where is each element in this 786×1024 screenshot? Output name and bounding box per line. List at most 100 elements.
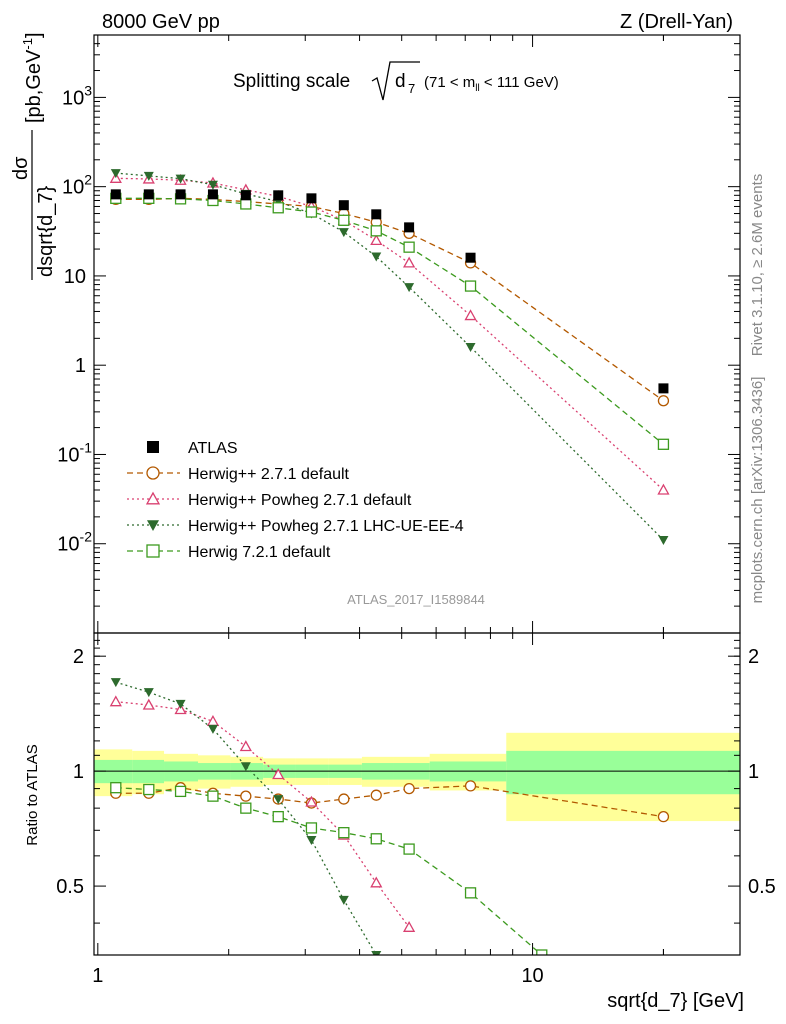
legend-marker — [146, 544, 160, 558]
data-point — [143, 783, 155, 796]
data-point — [465, 252, 476, 263]
data-point — [306, 836, 317, 846]
legend-item: Herwig++ Powheg 2.7.1 default — [127, 491, 412, 509]
ratio-series-group — [109, 678, 670, 955]
series-line — [115, 197, 664, 402]
x-tick-label: 1 — [92, 965, 103, 987]
data-point — [464, 309, 477, 321]
data-point — [206, 715, 220, 727]
data-point — [465, 342, 476, 352]
data-point — [142, 698, 155, 710]
ylabel-denominator: dsqrt{d_7} — [35, 185, 57, 277]
data-point — [273, 795, 284, 805]
legend-marker — [147, 520, 159, 531]
analysis-watermark: ATLAS_2017_I1589844 — [347, 592, 485, 607]
data-point — [370, 833, 382, 845]
legend-item: Herwig++ 2.7.1 default — [127, 466, 350, 483]
data-point — [240, 790, 252, 802]
data-point — [175, 174, 186, 184]
data-point — [371, 209, 382, 220]
header-right: Z (Drell-Yan) — [620, 11, 733, 33]
title-sqrt-var: d — [395, 71, 406, 92]
legend-marker — [145, 491, 161, 505]
data-point — [305, 206, 318, 218]
data-point — [404, 283, 415, 293]
title-main: Splitting scale — [233, 71, 350, 92]
main-series-group — [109, 169, 670, 546]
ratio-ylabel: Ratio to ATLAS — [24, 744, 41, 845]
legend-item: ATLAS — [147, 440, 238, 457]
data-point — [338, 200, 349, 211]
data-point — [370, 789, 382, 801]
data-point — [657, 483, 670, 495]
data-point — [110, 169, 121, 179]
data-point — [143, 171, 154, 181]
data-point — [370, 876, 383, 888]
data-point — [207, 180, 218, 190]
data-point — [338, 228, 349, 238]
legend-label: Herwig++ Powheg 2.7.1 LHC-UE-EE-4 — [188, 518, 464, 535]
data-point — [402, 920, 416, 932]
data-point — [305, 822, 318, 834]
series-line — [115, 197, 664, 445]
legend-label: Herwig++ 2.7.1 default — [188, 466, 350, 483]
y-tick-label: 1 — [75, 355, 86, 377]
data-point — [273, 190, 284, 201]
data-point — [464, 780, 477, 792]
legend-marker — [147, 441, 159, 453]
data-point — [657, 395, 670, 407]
data-point — [174, 785, 187, 798]
data-point — [370, 225, 382, 237]
ylabel-units: [pb,GeV-1] — [20, 32, 45, 123]
data-point — [240, 198, 252, 210]
legend-label: Herwig++ Powheg 2.7.1 default — [188, 492, 412, 509]
ratio-y-tick-label: 0.5 — [56, 876, 84, 898]
legend: ATLAS Herwig++ 2.7.1 default Herwig++ Powh… — [127, 440, 464, 561]
data-point — [371, 252, 382, 262]
legend-item: Herwig 7.2.1 default — [127, 544, 331, 561]
data-point — [403, 241, 415, 253]
series-line — [115, 172, 664, 541]
header-left: 8000 GeV pp — [102, 11, 220, 33]
data-point — [658, 383, 669, 394]
data-point — [403, 843, 415, 855]
data-point — [464, 887, 477, 899]
sqrt-symbol-icon — [371, 61, 420, 101]
data-point — [272, 768, 285, 780]
y-tick-label: 10-1 — [57, 439, 92, 466]
data-point — [239, 740, 252, 752]
data-point — [207, 724, 218, 734]
y-tick-label: 10-2 — [57, 529, 92, 556]
series-line — [115, 787, 543, 955]
data-point — [536, 949, 548, 955]
ratio-y-tick-label: 1 — [73, 761, 84, 783]
y-tick-label: 102 — [62, 172, 92, 199]
data-point — [657, 810, 670, 823]
data-point — [272, 202, 284, 214]
data-point — [338, 827, 350, 839]
data-point — [306, 193, 317, 204]
title-cut: (71 < mll < 111 GeV) — [424, 74, 559, 94]
series-line — [115, 681, 377, 955]
data-point — [175, 189, 186, 200]
mcplots-label: mcplots.cern.ch [arXiv:1306.3436] — [749, 377, 766, 604]
data-point — [110, 678, 121, 688]
ratio-y-tick-label-right: 1 — [748, 761, 759, 783]
data-point — [371, 951, 382, 955]
data-point — [272, 810, 284, 823]
legend-label: Herwig 7.2.1 default — [188, 544, 331, 561]
data-point — [658, 536, 669, 546]
data-point — [305, 795, 318, 807]
data-point — [402, 256, 416, 268]
ratio-y-tick-label-right: 2 — [748, 646, 759, 668]
series-line — [115, 785, 664, 818]
plot-title: Splitting scale d 7 (71 < mll < 111 GeV) — [233, 61, 559, 101]
data-point — [657, 438, 670, 450]
data-point — [240, 190, 251, 201]
legend-marker — [146, 466, 160, 480]
rivet-version-label: Rivet 3.1.10, ≥ 2.6M events — [749, 174, 766, 357]
ylabel-numerator: dσ — [10, 156, 32, 180]
series-line — [115, 177, 664, 491]
data-point — [110, 782, 122, 794]
series-line — [115, 701, 410, 928]
